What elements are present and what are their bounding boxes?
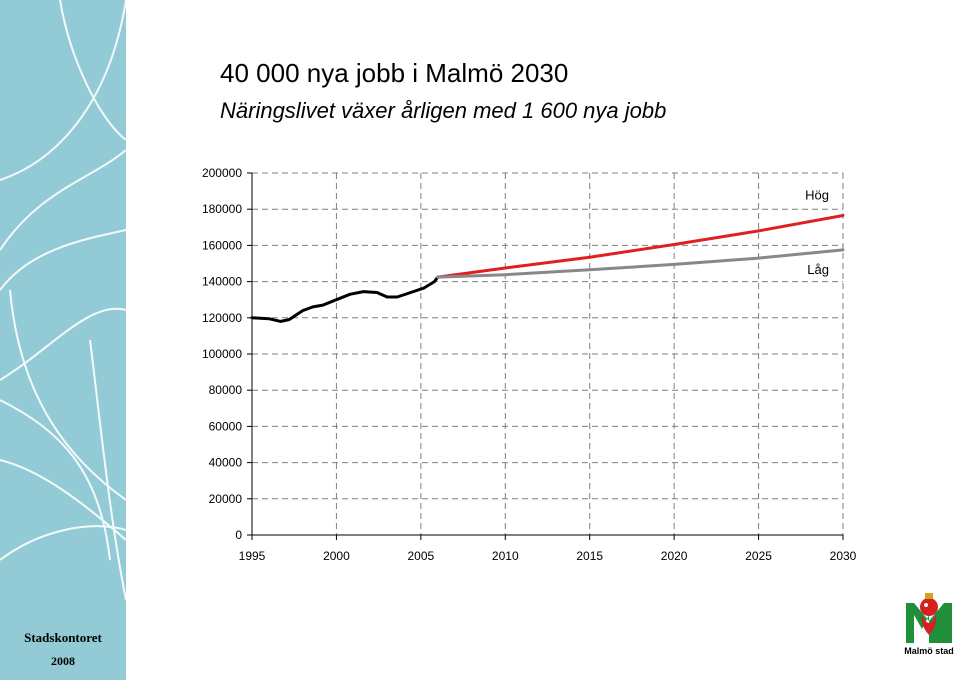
y-tick-label: 180000	[202, 202, 242, 216]
x-tick-label: 2010	[492, 549, 519, 563]
x-tick-label: 2020	[661, 549, 688, 563]
series-line-low	[436, 248, 845, 279]
x-tick-label: 1995	[239, 549, 266, 563]
x-tick-label: 2000	[323, 549, 350, 563]
x-tick-label: 2005	[408, 549, 435, 563]
series-label-low: Låg	[807, 262, 829, 277]
page-subtitle: Näringslivet växer årligen med 1 600 nya…	[220, 98, 667, 123]
x-tick-label: 2025	[745, 549, 772, 563]
y-tick-label: 20000	[209, 492, 243, 506]
y-tick-label: 160000	[202, 238, 242, 252]
line-chart: 0 20000 40000 60000 80000 100000 120000 140000 1…	[202, 166, 857, 563]
sidebar-decoration	[0, 0, 126, 601]
series-label-high: Hög	[805, 188, 829, 203]
y-tick-label: 100000	[202, 347, 242, 361]
y-tick-label: 60000	[209, 419, 243, 433]
y-tick-label: 80000	[209, 383, 243, 397]
series-line-high	[436, 214, 845, 279]
organization-label: Stadskontoret	[24, 630, 102, 645]
malmo-logo-icon	[906, 593, 952, 643]
y-tick-label: 200000	[202, 166, 242, 180]
page-title: 40 000 nya jobb i Malmö 2030	[220, 58, 569, 88]
x-tick-label: 2030	[830, 549, 857, 563]
y-tick-label: 140000	[202, 275, 242, 289]
sidebar-panel: Stadskontoret 2008	[0, 0, 126, 680]
year-label: 2008	[51, 654, 75, 668]
x-tick-label: 2015	[576, 549, 603, 563]
logo-text: Malmö stad	[904, 646, 954, 656]
y-tick-label: 120000	[202, 311, 242, 325]
y-tick-label: 0	[235, 528, 242, 542]
series-line-historical	[250, 275, 440, 323]
y-tick-label: 40000	[209, 456, 243, 470]
